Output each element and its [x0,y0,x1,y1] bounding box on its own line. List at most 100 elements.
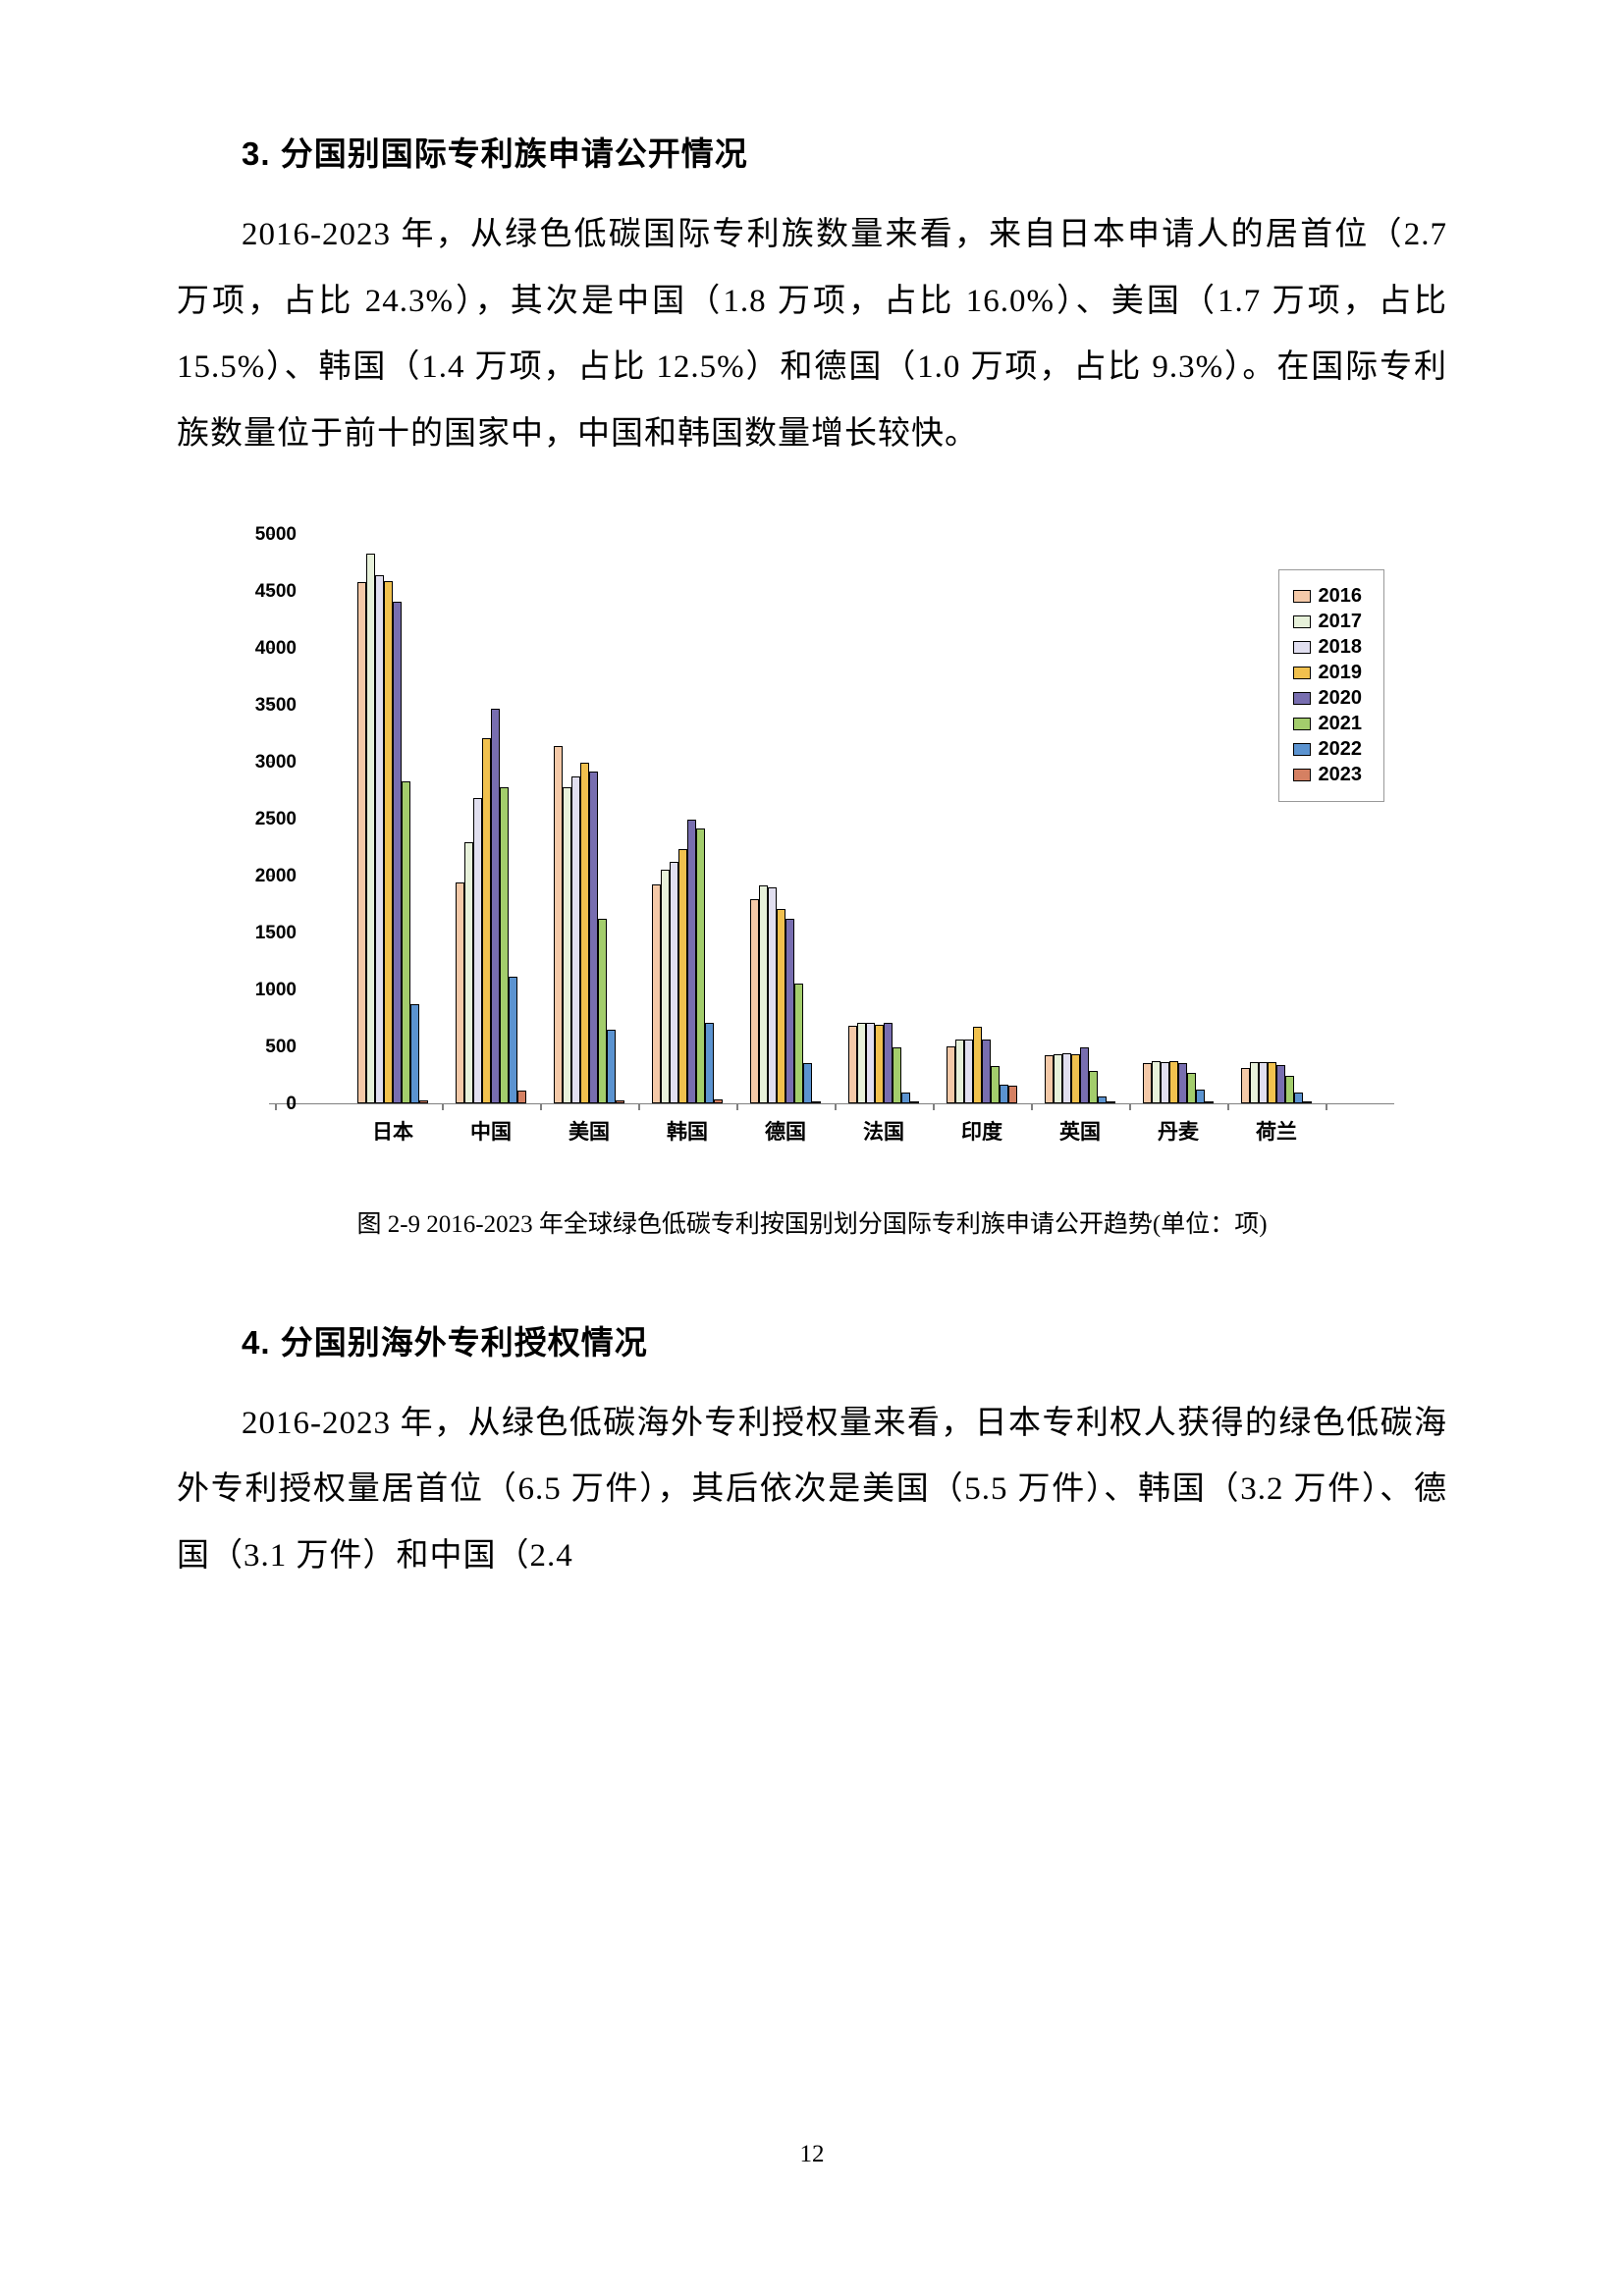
bar [768,887,777,1102]
legend-item: 2022 [1293,738,1363,761]
bar [1250,1062,1259,1103]
bar [652,884,661,1103]
bar [517,1091,526,1103]
bar [696,828,705,1103]
bar [393,602,402,1102]
page-number: 12 [800,2141,825,2168]
bar [1107,1101,1115,1103]
legend-item: 2019 [1293,662,1363,684]
bar [1303,1101,1312,1103]
bar [1169,1061,1178,1103]
legend-label: 2016 [1319,585,1363,608]
legend-swatch [1293,590,1311,603]
bar [1089,1071,1098,1102]
bar [607,1030,616,1102]
bar [589,772,598,1103]
bar [785,919,794,1103]
legend-label: 2023 [1319,764,1363,786]
bar [973,1027,982,1103]
legend-item: 2018 [1293,636,1363,659]
bar [714,1099,723,1102]
section4-paragraph: 2016-2023 年，从绿色低碳海外专利授权量来看，日本专利权人获得的绿色低碳… [177,1391,1447,1590]
bar [1205,1101,1214,1103]
x-axis-label: 中国 [470,1116,512,1146]
x-axis-label: 英国 [1059,1116,1101,1146]
bar [366,554,375,1102]
legend-label: 2018 [1319,636,1363,659]
legend-swatch [1293,692,1311,705]
bar [1294,1093,1303,1102]
bar [464,842,473,1103]
bar [866,1023,875,1102]
bar [580,763,589,1103]
bar [857,1023,866,1102]
legend-item: 2016 [1293,585,1363,608]
bar [964,1040,973,1103]
bar [1054,1054,1062,1103]
bar [777,909,785,1102]
x-axis-label: 德国 [765,1116,806,1146]
y-axis-label: 5000 [255,524,297,546]
legend-label: 2020 [1319,687,1363,710]
bar [1098,1096,1107,1103]
bar [670,862,678,1103]
bar [812,1101,821,1103]
bar [955,1040,964,1103]
bar [794,984,803,1103]
bar [402,781,410,1102]
section3-body: 2016-2023 年，从绿色低碳国际专利族数量来看，来自日本申请人的居首位（2… [177,202,1447,468]
bar [848,1026,857,1103]
bar [1008,1086,1017,1102]
section4-body: 2016-2023 年，从绿色低碳海外专利授权量来看，日本专利权人获得的绿色低碳… [177,1391,1447,1590]
bar [687,820,696,1103]
bar [947,1046,955,1103]
bar [1080,1047,1089,1103]
y-axis-label: 3500 [255,695,297,717]
legend-label: 2017 [1319,611,1363,633]
legend-swatch [1293,769,1311,781]
bar [1000,1085,1008,1103]
legend-item: 2017 [1293,611,1363,633]
country-patent-chart: 日本中国美国韩国德国法国印度英国丹麦荷兰 2016201720182019202… [196,525,1424,1163]
bar [419,1100,428,1102]
section3-heading: 3. 分国别国际专利族申请公开情况 [242,128,1447,175]
y-axis-label: 2500 [255,809,297,830]
bar [1178,1063,1187,1103]
y-axis-label: 4500 [255,581,297,603]
legend-label: 2021 [1319,713,1363,735]
y-axis-label: 1000 [255,980,297,1001]
bar [410,1004,419,1103]
x-axis-label: 韩国 [667,1116,708,1146]
x-axis-label: 丹麦 [1158,1116,1199,1146]
legend-item: 2023 [1293,764,1363,786]
chart-legend: 2016 2017 2018 2019 2020 2021 2022 2023 [1278,569,1385,802]
legend-swatch [1293,667,1311,679]
bar [875,1025,884,1103]
legend-item: 2021 [1293,713,1363,735]
y-axis-label: 1500 [255,923,297,944]
bar [910,1101,919,1103]
bar [1161,1062,1169,1103]
legend-swatch [1293,615,1311,628]
section4-heading: 4. 分国别海外专利授权情况 [242,1316,1447,1363]
bar [1196,1090,1205,1103]
x-axis-label: 日本 [372,1116,413,1146]
bar [678,849,687,1103]
bar [1152,1061,1161,1103]
bar [616,1100,624,1102]
bar [1241,1068,1250,1103]
bar [759,885,768,1103]
bar [1062,1053,1071,1103]
bar [901,1093,910,1102]
bar [1268,1062,1276,1103]
legend-item: 2020 [1293,687,1363,710]
bar [1276,1065,1285,1102]
bar [661,870,670,1103]
bar [554,746,563,1102]
bar [803,1063,812,1103]
bar [509,977,517,1103]
bar [563,787,571,1102]
bar [598,919,607,1103]
bar [1071,1054,1080,1103]
x-axis-label: 荷兰 [1256,1116,1297,1146]
